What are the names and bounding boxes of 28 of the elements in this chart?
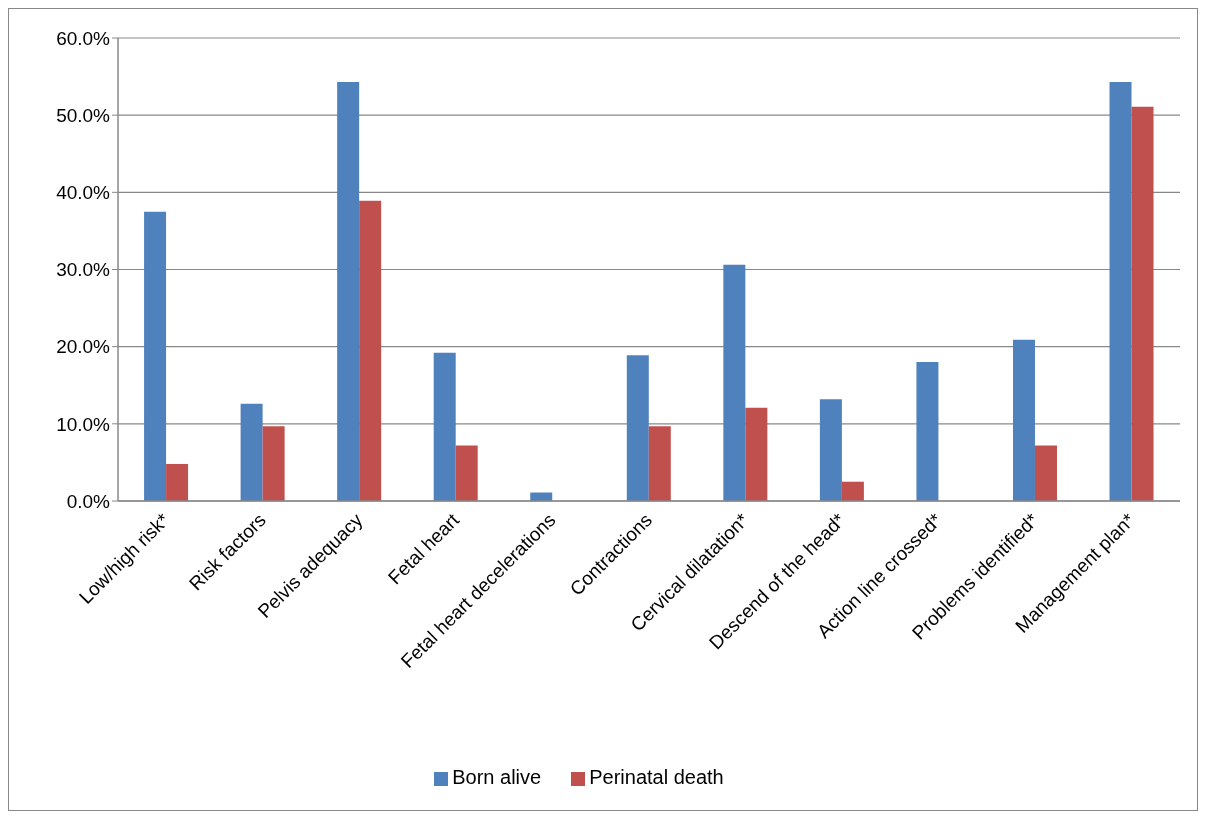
- bar: [337, 81, 360, 501]
- y-tick-label: 0.0%: [66, 490, 111, 512]
- bar: [626, 355, 649, 501]
- bar: [1131, 106, 1154, 501]
- y-tick-label: 20.0%: [56, 336, 111, 358]
- y-tick-label: 10.0%: [56, 413, 111, 435]
- bar: [144, 211, 167, 501]
- y-tick-label: 40.0%: [56, 182, 111, 204]
- bar: [455, 445, 478, 501]
- bar: [1012, 339, 1035, 501]
- y-tick-label: 30.0%: [56, 259, 111, 281]
- bar: [916, 362, 939, 501]
- y-tick-label: 60.0%: [56, 27, 111, 49]
- bar: [359, 200, 382, 501]
- bar: [240, 403, 263, 501]
- bar: [723, 264, 746, 501]
- legend-label: Perinatal death: [589, 766, 724, 788]
- bar: [819, 399, 842, 501]
- legend-label: Born alive: [452, 766, 542, 788]
- bar: [648, 426, 671, 501]
- bar: [1109, 81, 1132, 501]
- bar: [262, 426, 285, 501]
- bar: [433, 352, 456, 501]
- bar: [745, 407, 768, 501]
- bar: [1034, 445, 1057, 501]
- y-tick-label: 50.0%: [56, 104, 111, 126]
- bar: [841, 481, 864, 501]
- bar: [166, 463, 189, 501]
